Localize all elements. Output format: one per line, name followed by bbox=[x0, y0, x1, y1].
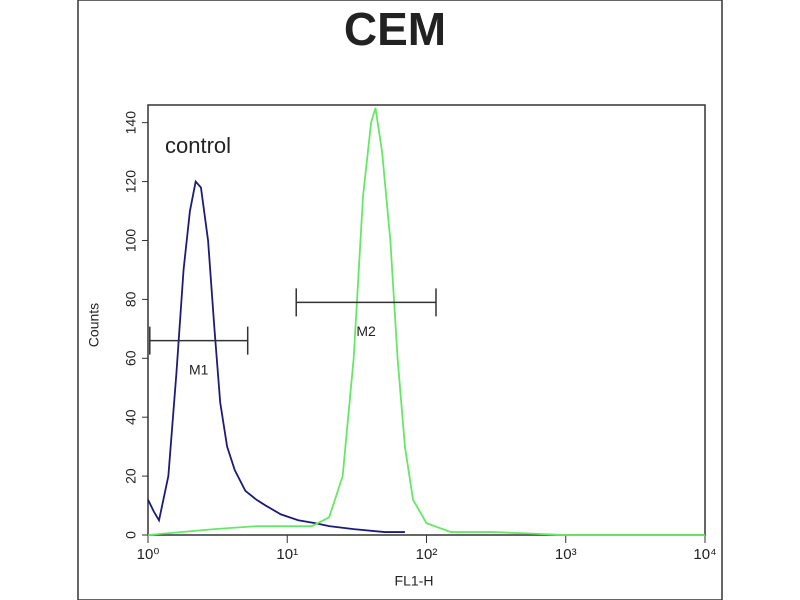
gate-label: M1 bbox=[189, 361, 209, 377]
x-tick-label: 10² bbox=[416, 546, 438, 563]
y-tick-label: 120 bbox=[123, 170, 139, 194]
gate-marker bbox=[149, 326, 249, 355]
x-tick-label: 10³ bbox=[555, 546, 577, 563]
y-tick-label: 20 bbox=[123, 468, 139, 484]
y-tick-label: 60 bbox=[123, 350, 139, 366]
frame bbox=[77, 0, 723, 600]
x-axis-label: FL1-H bbox=[395, 573, 434, 589]
x-tick-label: 10¹ bbox=[276, 546, 298, 563]
annotation: control bbox=[165, 133, 231, 158]
x-tick-label: 10⁴ bbox=[693, 546, 716, 563]
gate-marker bbox=[295, 288, 437, 317]
y-tick-label: 140 bbox=[123, 111, 139, 135]
x-tick-label: 10⁰ bbox=[137, 546, 160, 563]
y-tick-label: 0 bbox=[123, 531, 139, 539]
gate-label: M2 bbox=[356, 323, 376, 339]
y-tick-label: 100 bbox=[123, 229, 139, 253]
y-tick-label: 40 bbox=[123, 409, 139, 425]
chart-title: CEM bbox=[344, 3, 446, 55]
y-tick-label: 80 bbox=[123, 291, 139, 307]
histogram-line bbox=[147, 107, 705, 536]
y-axis-label: Counts bbox=[86, 303, 102, 347]
